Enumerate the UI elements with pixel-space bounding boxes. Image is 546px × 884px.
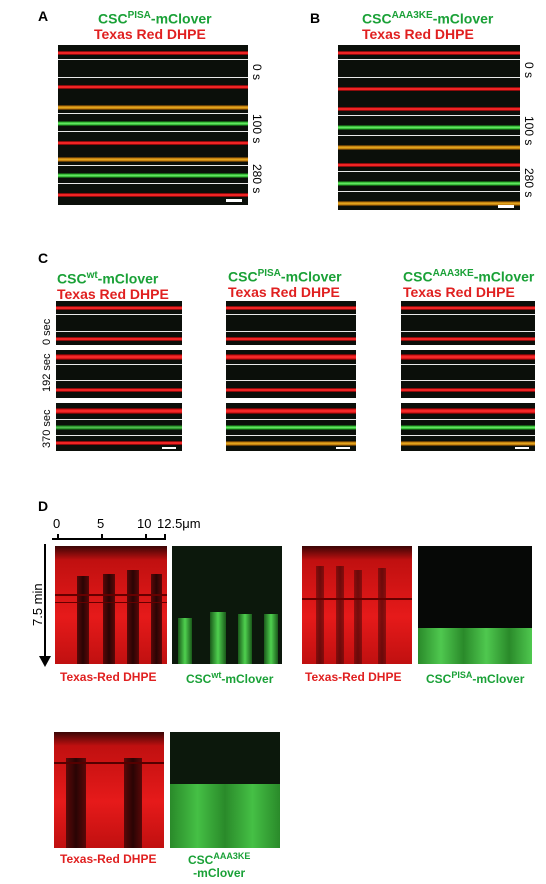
x-tick xyxy=(57,534,59,540)
panel-b-time-0: 0 s xyxy=(522,62,536,79)
x-tick xyxy=(145,534,147,540)
panel-label-b: B xyxy=(310,10,321,26)
caption-green-aaa3ke: CSCAAA3KE -mClover xyxy=(188,850,250,880)
kymograph-red-aaa3ke xyxy=(54,732,164,848)
panel-c-time-2: 370 sec xyxy=(41,409,53,448)
panel-c-col3-t0 xyxy=(401,301,535,345)
panel-label-c: C xyxy=(38,250,49,266)
panel-c-col1-suffix: -mClover xyxy=(97,270,159,287)
panel-c-col1-prefix: CSC xyxy=(57,270,87,287)
panel-c-col2-t0 xyxy=(226,301,356,345)
panel-a-title-green: CSCPISA-mClover xyxy=(98,8,212,27)
y-axis-label: 7.5 min xyxy=(30,583,45,626)
panel-a-time-1: 100 s xyxy=(250,114,264,144)
caption-red-wt: Texas-Red DHPE xyxy=(60,670,157,684)
x-tick-label-end: 12.5μm xyxy=(157,516,201,531)
kymograph-green-pisa xyxy=(418,546,532,664)
panel-a-title-suffix: -mClover xyxy=(150,10,212,27)
panel-c-col2-t2 xyxy=(226,403,356,451)
panel-c-col1-title: CSCwt-mClover xyxy=(57,268,158,287)
kymograph-red-pisa xyxy=(302,546,412,664)
x-tick xyxy=(164,534,166,540)
arrow-down-icon xyxy=(39,656,51,667)
panel-c-col1-sub: Texas Red DHPE xyxy=(57,286,169,302)
panel-c-col3-prefix: CSC xyxy=(403,268,433,285)
panel-b-title-prefix: CSC xyxy=(362,10,392,27)
caption-red-pisa: Texas-Red DHPE xyxy=(305,670,402,684)
x-tick-label-10: 10 xyxy=(137,516,152,531)
panel-c-col1-t1 xyxy=(56,350,182,398)
panel-a-image xyxy=(58,45,248,205)
scale-bar xyxy=(498,205,514,208)
panel-c-time-0: 0 sec xyxy=(41,318,53,345)
caption-aaa-sup: AAA3KE xyxy=(213,851,251,861)
time-arrow-line xyxy=(44,544,46,658)
panel-c-col1-t2 xyxy=(56,403,182,451)
scale-bar xyxy=(336,447,350,449)
kymograph-red-wt xyxy=(55,546,167,664)
kymograph-green-aaa3ke xyxy=(170,732,280,848)
caption-pisa-suffix: -mClover xyxy=(472,672,525,686)
panel-c-time-1: 192 sec xyxy=(41,353,53,392)
panel-b-title-sup: AAA3KE xyxy=(391,10,433,21)
scale-bar xyxy=(226,199,242,202)
panel-c-col2-sup: PISA xyxy=(257,268,281,279)
panel-label-a: A xyxy=(38,8,49,24)
caption-pisa-sup: PISA xyxy=(451,670,473,680)
caption-wt-prefix: CSC xyxy=(186,672,212,686)
panel-b-image xyxy=(338,45,520,210)
x-tick-label-5: 5 xyxy=(97,516,105,531)
panel-c-col2-suffix: -mClover xyxy=(280,268,342,285)
x-axis-line xyxy=(52,538,166,540)
caption-aaa-suffix: -mClover xyxy=(193,866,246,880)
caption-wt-sup: wt xyxy=(211,670,222,680)
panel-c-col2-sub: Texas Red DHPE xyxy=(228,284,340,300)
panel-c-col1-sup: wt xyxy=(86,270,98,281)
panel-b-time-1: 100 s xyxy=(522,116,536,146)
caption-red-aaa3ke: Texas-Red DHPE xyxy=(60,852,157,866)
panel-a-title-sup: PISA xyxy=(127,10,151,21)
panel-a-time-0: 0 s xyxy=(250,64,264,81)
panel-b-title-red: Texas Red DHPE xyxy=(362,26,474,42)
panel-c-col3-title: CSCAAA3KE-mClover xyxy=(403,266,534,285)
panel-b-title-green: CSCAAA3KE-mClover xyxy=(362,8,493,27)
panel-label-d: D xyxy=(38,498,49,514)
caption-pisa-prefix: CSC xyxy=(426,672,452,686)
panel-a-time-2: 280 s xyxy=(250,164,264,194)
panel-c-col3-suffix: -mClover xyxy=(473,268,535,285)
panel-c-col3-t1 xyxy=(401,350,535,398)
caption-wt-suffix: -mClover xyxy=(221,672,274,686)
panel-c-col2-prefix: CSC xyxy=(228,268,258,285)
x-tick xyxy=(101,534,103,540)
caption-green-wt: CSCwt-mClover xyxy=(186,670,273,686)
caption-aaa-prefix: CSC xyxy=(188,853,214,867)
scale-bar xyxy=(162,447,176,449)
caption-green-pisa: CSCPISA-mClover xyxy=(426,670,524,686)
panel-c-col2-title: CSCPISA-mClover xyxy=(228,266,342,285)
panel-c-col3-sup: AAA3KE xyxy=(432,268,474,279)
panel-a-title-red: Texas Red DHPE xyxy=(94,26,206,42)
x-tick-label-0: 0 xyxy=(53,516,61,531)
kymograph-green-wt xyxy=(172,546,282,664)
scale-bar xyxy=(515,447,529,449)
panel-c-col3-sub: Texas Red DHPE xyxy=(403,284,515,300)
panel-c-col3-t2 xyxy=(401,403,535,451)
panel-b-title-suffix: -mClover xyxy=(432,10,494,27)
panel-c-col1-t0 xyxy=(56,301,182,345)
panel-a-title-prefix: CSC xyxy=(98,10,128,27)
panel-c-col2-t1 xyxy=(226,350,356,398)
panel-b-time-2: 280 s xyxy=(522,168,536,198)
